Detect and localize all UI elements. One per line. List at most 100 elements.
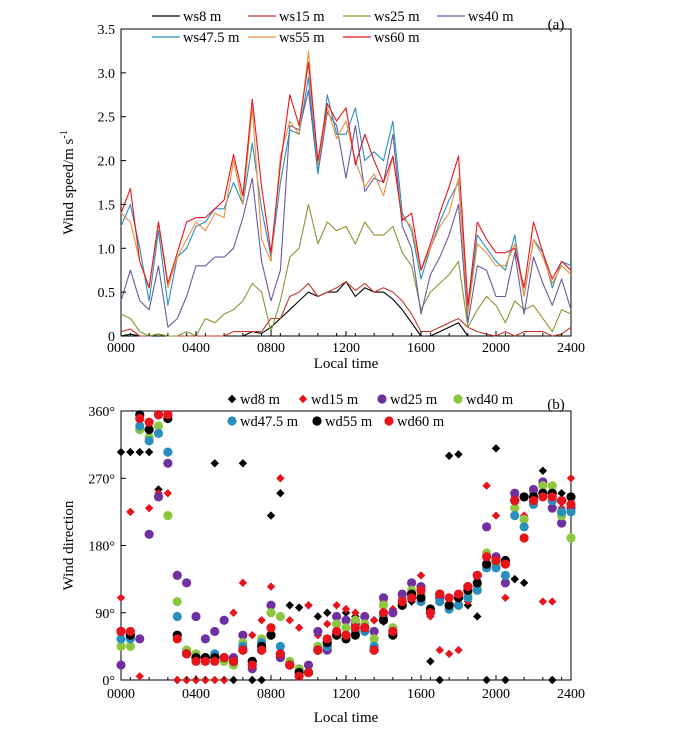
- data-point: [247, 660, 257, 670]
- data-point: [219, 652, 229, 663]
- data-point: [378, 608, 389, 618]
- data-point: [228, 656, 239, 666]
- data-point: [266, 582, 276, 591]
- legend-marker-wd15-m: [298, 394, 308, 404]
- data-point: [557, 488, 566, 498]
- data-point: [350, 630, 360, 640]
- data-point: [144, 425, 154, 435]
- data-point: [153, 492, 164, 502]
- data-point: [378, 600, 389, 610]
- wind-direction-chart: 0000 0400 0800 1200 1600 2000 2400 0° 90° 180° 270…: [61, 392, 585, 726]
- panel-label-b: (b): [547, 397, 565, 413]
- data-point: [238, 459, 248, 468]
- data-point: [172, 611, 182, 622]
- data-point: [229, 675, 238, 685]
- y-axis-label-superscript: -1: [59, 130, 70, 138]
- data-point: [153, 421, 164, 431]
- data-point: [472, 585, 482, 595]
- data-point: [257, 645, 267, 655]
- data-point: [210, 626, 220, 637]
- data-point: [472, 578, 482, 588]
- data-point: [294, 671, 304, 681]
- data-point: [547, 503, 557, 513]
- data-point: [407, 578, 417, 588]
- x-tick-label: 1200: [332, 687, 360, 702]
- data-point: [125, 641, 135, 651]
- data-point: [248, 675, 257, 685]
- data-point: [510, 496, 520, 506]
- legend-label-ws47-5-m: ws47.5 m: [183, 30, 240, 46]
- series-wd60-m: [116, 410, 576, 681]
- data-point: [500, 570, 510, 580]
- data-point: [135, 447, 144, 457]
- data-point: [472, 570, 482, 580]
- data-point: [397, 596, 407, 607]
- data-point: [566, 507, 576, 517]
- data-point: [323, 619, 332, 629]
- data-point: [313, 612, 323, 621]
- y-axis-label: Wind direction: [61, 500, 77, 590]
- data-point: [238, 630, 248, 640]
- data-point: [285, 601, 294, 610]
- data-point: [566, 499, 576, 510]
- data-point: [444, 451, 454, 461]
- data-point: [538, 466, 548, 475]
- legend-marker-wd25-m: [377, 394, 387, 404]
- y-axis-label: Wind speed/m s-1: [59, 130, 77, 234]
- data-point: [454, 645, 463, 655]
- data-point: [116, 641, 126, 651]
- data-point: [378, 593, 389, 603]
- y-tick-label: 1.5: [98, 198, 116, 213]
- data-point: [210, 675, 219, 685]
- data-point: [548, 597, 557, 606]
- data-point: [444, 649, 454, 659]
- data-point: [538, 492, 548, 502]
- data-point: [444, 600, 454, 610]
- legend-label-wd15-m: wd15 m: [311, 392, 359, 408]
- data-point: [566, 533, 576, 543]
- data-point: [510, 574, 519, 584]
- y-tick-label: 3.0: [98, 67, 116, 82]
- data-point: [304, 601, 313, 610]
- series-line-ws25-m: [120, 203, 572, 337]
- legend-label-ws8-m: ws8 m: [183, 9, 222, 25]
- data-point: [135, 634, 145, 644]
- data-point: [463, 593, 473, 603]
- data-point: [360, 623, 370, 633]
- data-point: [210, 459, 219, 468]
- y-tick-label: 2.5: [98, 111, 116, 126]
- data-point: [322, 634, 332, 644]
- data-point: [360, 611, 370, 622]
- data-point: [275, 611, 285, 622]
- data-point: [303, 667, 314, 678]
- data-point: [294, 603, 304, 612]
- data-point: [144, 447, 154, 457]
- legend-marker-wd40-m: [453, 394, 463, 404]
- data-point: [275, 641, 285, 651]
- data-point: [341, 623, 351, 633]
- data-point: [351, 608, 360, 617]
- y-tick-label: 1.0: [98, 242, 116, 257]
- data-point: [566, 474, 576, 483]
- data-point: [200, 634, 210, 644]
- data-point: [126, 507, 135, 517]
- data-point: [163, 410, 173, 420]
- data-point: [519, 533, 529, 543]
- data-point: [454, 450, 463, 459]
- panel-label-a: (a): [548, 17, 565, 33]
- data-point: [491, 444, 501, 453]
- data-point: [285, 660, 295, 670]
- x-axis-label: Local time: [314, 356, 379, 372]
- data-point: [182, 649, 192, 659]
- data-point: [510, 488, 520, 498]
- legend-label-ws40-m: ws40 m: [468, 9, 514, 25]
- data-point: [519, 492, 529, 502]
- data-point: [510, 503, 520, 513]
- legend-label-ws25-m: ws25 m: [374, 9, 420, 25]
- data-point: [482, 559, 492, 569]
- data-point: [238, 645, 248, 655]
- legend-label-wd8-m: wd8 m: [240, 392, 281, 408]
- data-point: [126, 447, 135, 457]
- data-point: [135, 413, 145, 424]
